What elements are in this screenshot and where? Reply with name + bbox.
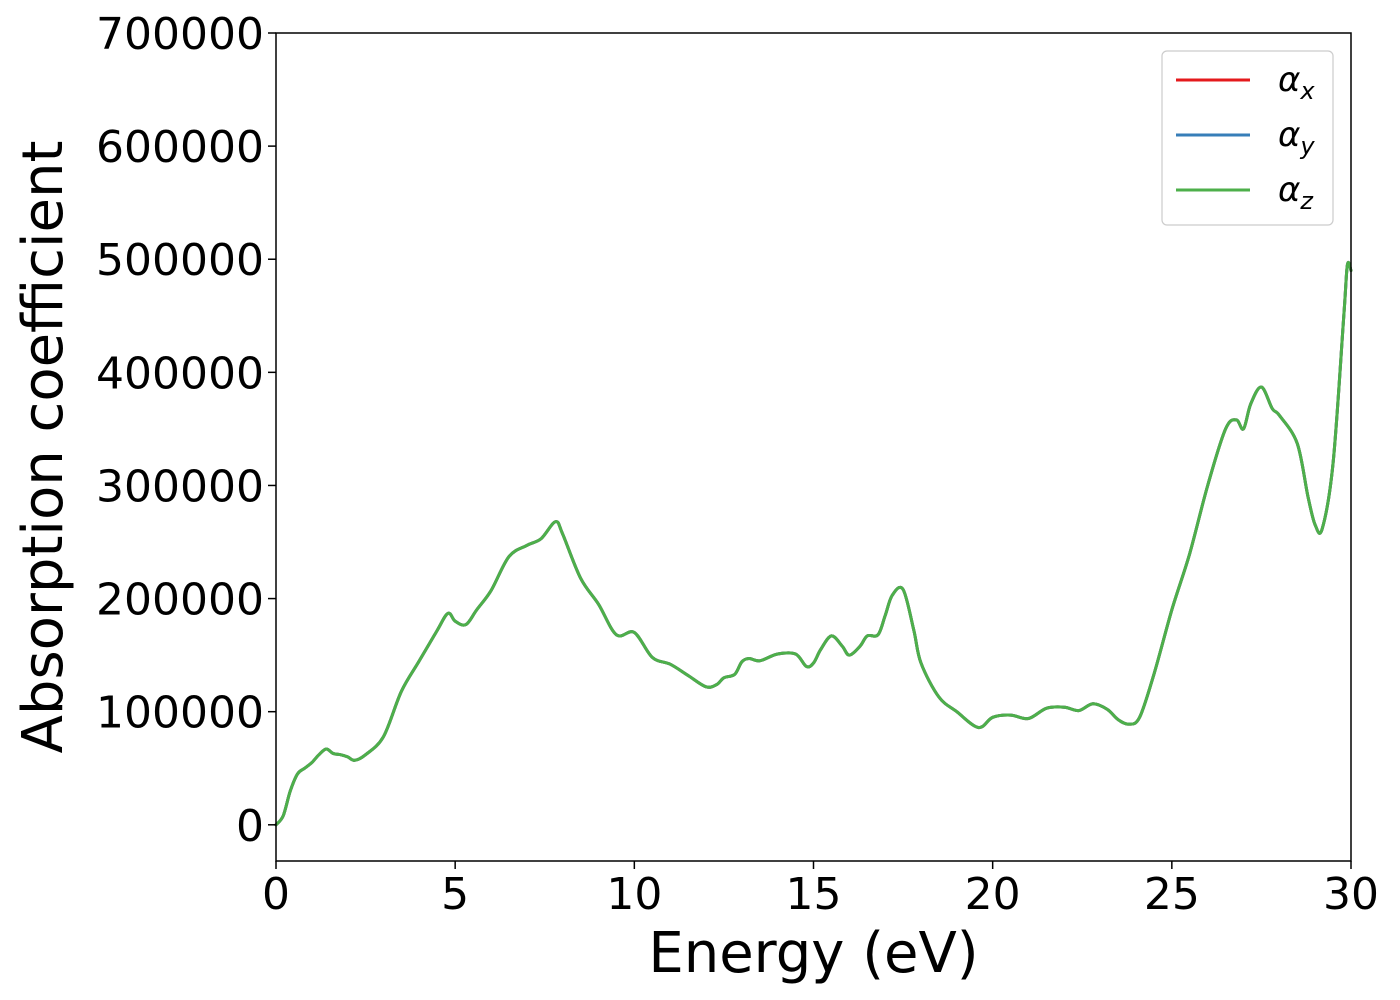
y-tick-label: 700000 xyxy=(96,9,264,60)
series-layer xyxy=(274,260,1353,827)
legend-label-base: α xyxy=(1278,60,1300,100)
y-tick-label: 200000 xyxy=(96,575,264,626)
legend-label-subscript: x xyxy=(1299,77,1315,105)
plot-area xyxy=(274,32,1353,862)
y-tick-label: 600000 xyxy=(96,122,264,173)
x-tick-label: 0 xyxy=(262,869,290,920)
legend-label: αx xyxy=(1278,60,1315,105)
x-axis-ticks: 0 5 10 15 20 25 30 xyxy=(262,861,1379,920)
x-tick-label: 25 xyxy=(1144,869,1200,920)
legend-label-subscript: z xyxy=(1299,187,1314,215)
y-axis-title: Absorption coefficient xyxy=(11,141,76,754)
y-tick-label: 300000 xyxy=(96,461,264,512)
y-tick-label: 100000 xyxy=(96,688,264,739)
legend-box xyxy=(1161,50,1334,226)
x-tick-label: 10 xyxy=(606,869,662,920)
x-axis-title: Energy (eV) xyxy=(648,921,978,986)
legend-label-base: α xyxy=(1278,170,1300,210)
legend-label-subscript: y xyxy=(1299,132,1315,160)
legend-label: αz xyxy=(1278,170,1314,215)
x-tick-label: 30 xyxy=(1323,869,1379,920)
legend-label: αy xyxy=(1278,115,1315,160)
x-tick-label: 20 xyxy=(965,869,1021,920)
legend-label-base: α xyxy=(1278,115,1300,155)
x-tick-label: 15 xyxy=(786,869,842,920)
y-tick-label: 0 xyxy=(236,801,264,852)
series-line-z xyxy=(274,260,1353,827)
y-tick-label: 500000 xyxy=(96,235,264,286)
y-axis-ticks: 0 100000 200000 300000 400000 500000 600000 700… xyxy=(96,9,276,852)
x-tick-label: 5 xyxy=(441,869,469,920)
y-tick-label: 400000 xyxy=(96,348,264,399)
